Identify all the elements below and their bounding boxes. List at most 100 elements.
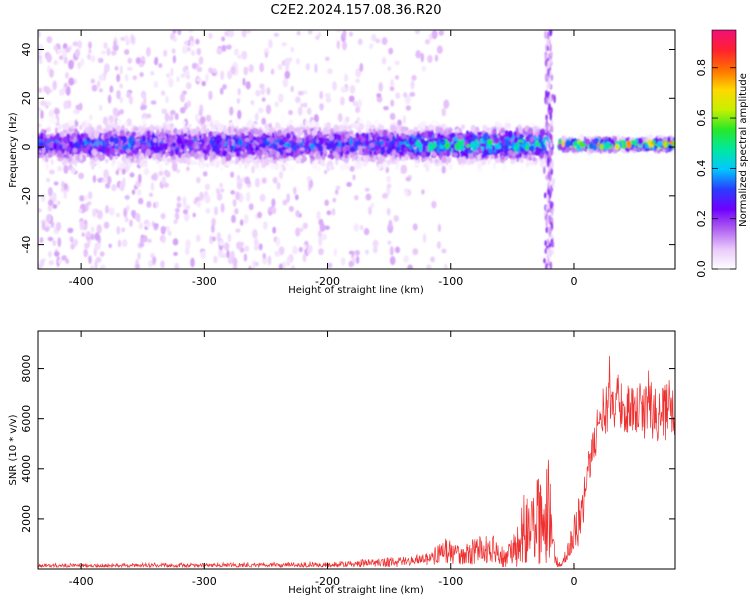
spectrogram-cell — [222, 138, 226, 145]
spectrogram-cell — [468, 150, 473, 154]
spectrogram-cell — [281, 115, 286, 122]
spectrogram-cell — [116, 213, 120, 218]
spectrogram-cell — [306, 176, 312, 180]
spectrogram-cell — [70, 136, 74, 140]
spectrogram-cell — [356, 256, 359, 264]
spectrogram-cell — [474, 159, 477, 163]
spectrogram-cell — [326, 146, 330, 150]
spectrogram-cell — [57, 237, 61, 247]
spectrogram-cell — [48, 116, 53, 124]
spectrogram-cell — [225, 162, 231, 166]
spectrogram-cell — [152, 153, 156, 160]
spectrogram-cell — [42, 221, 46, 231]
spectrogram-cell — [161, 213, 166, 219]
spectrogram-cell — [463, 160, 466, 164]
spectrogram-cell — [312, 161, 318, 168]
spectrogram-cell — [63, 165, 68, 174]
spectrogram-cell — [471, 125, 476, 133]
spectrogram-cell — [297, 31, 301, 36]
spectrogram-cell — [327, 68, 333, 74]
spectrogram-cell — [196, 77, 201, 82]
spectrogram-cell — [388, 48, 393, 55]
spectrogram-cell — [200, 128, 203, 134]
spectrogram-cell — [73, 110, 77, 114]
spectrogram-cell — [190, 258, 195, 268]
spectrogram-cell — [409, 152, 414, 159]
spectrogram-cell — [188, 124, 192, 128]
spectrogram-cell — [396, 133, 399, 139]
spectrogram-cell — [495, 145, 501, 149]
spectrogram-cell — [358, 38, 363, 45]
spectrogram-cell — [127, 58, 132, 64]
spectrogram-cell — [409, 92, 415, 97]
spectrogram-cell — [493, 162, 496, 169]
spectrogram-cell — [126, 205, 129, 212]
spectrogram-cell — [323, 148, 327, 154]
spectrogram-cell — [49, 69, 54, 78]
spectrogram-cell — [259, 243, 263, 250]
spectrogram-cell — [430, 256, 435, 262]
spectrogram-cell — [256, 150, 261, 156]
spectrogram-cell — [335, 126, 339, 132]
spectrogram-cell — [441, 155, 447, 162]
spectrogram-cell — [244, 177, 250, 185]
spectrogram-cell — [295, 194, 299, 200]
spectrogram-cell — [182, 196, 186, 205]
spectrogram-cell — [444, 264, 447, 271]
spectrogram-cell — [257, 212, 262, 218]
spectrogram-cell — [448, 164, 452, 171]
spectrogram-cell — [324, 138, 327, 144]
spectrogram-cell — [500, 155, 505, 160]
spectrogram-cell — [129, 219, 133, 226]
spectrogram-cell — [350, 85, 356, 94]
spectrogram-cell — [399, 139, 404, 143]
spectrogram-cell — [176, 76, 179, 82]
spectrogram-cell — [352, 174, 355, 180]
spectrogram-cell — [99, 117, 103, 123]
spectrogram-cell — [88, 131, 91, 137]
spectrogram-cell — [406, 177, 412, 181]
spectrogram-cell — [170, 68, 173, 77]
spectrogram-cell — [505, 130, 509, 137]
spectrogram-cell — [125, 195, 130, 200]
spectrogram-cell — [48, 251, 52, 258]
spectrogram-cell — [151, 174, 156, 180]
spectrogram-cell — [48, 200, 54, 206]
spectrogram-cell — [305, 136, 308, 142]
spectrogram-cell — [387, 184, 392, 189]
spectrogram-cell — [365, 188, 370, 192]
spectrogram-cell — [458, 157, 462, 165]
spectrogram-cell — [470, 141, 476, 148]
spectrogram-cell — [354, 195, 359, 200]
spectrogram-cell — [416, 151, 419, 155]
spectrogram-cell — [72, 160, 78, 164]
spectrogram-cell — [300, 127, 306, 130]
spectrogram-cell — [156, 160, 159, 165]
spectrogram-cell — [190, 151, 194, 157]
spectrogram-cell — [113, 107, 118, 115]
spectrogram-cell — [117, 118, 122, 125]
spectrogram-cell — [146, 201, 151, 208]
spectrogram-cell — [442, 166, 446, 174]
spectrogram-cell — [235, 228, 240, 232]
spectrogram-cell — [237, 110, 241, 119]
spectrogram-cell — [249, 64, 254, 72]
spectrogram-cell — [300, 103, 304, 108]
spectrogram-cell — [352, 152, 358, 155]
spectrogram-cell — [290, 47, 294, 53]
spectrogram-cell — [46, 134, 50, 138]
spectrogram-cell — [75, 105, 81, 110]
spectrogram-cell — [74, 239, 78, 246]
spectrogram-cell — [187, 100, 191, 107]
spectrogram-cell — [592, 144, 597, 150]
spectrogram-cell — [464, 140, 467, 145]
spectrogram-cell — [74, 142, 79, 149]
spectrogram-cell — [652, 135, 655, 139]
spectrogram-cell — [353, 137, 359, 141]
spectrogram-cell — [154, 59, 158, 66]
spectrogram-cell — [390, 246, 394, 256]
spectrogram-cell — [191, 50, 195, 56]
spectrogram-cell — [318, 132, 323, 137]
spectrogram-cell — [154, 81, 158, 88]
spectrogram-cell — [87, 201, 92, 205]
